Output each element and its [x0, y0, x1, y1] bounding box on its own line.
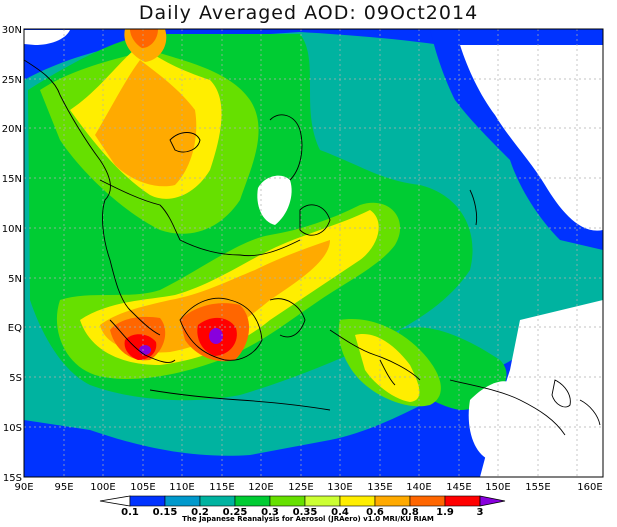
lat-label: 20N — [2, 124, 22, 135]
colorbar-tick-label: 0.1 — [121, 507, 139, 518]
credit-text: The Japanese Reanalysis for Aerosol (JRA… — [182, 515, 434, 523]
lon-label: 160E — [577, 482, 602, 493]
lon-label: 115E — [209, 482, 234, 493]
lat-label: 15N — [2, 174, 22, 185]
lat-label: 5N — [8, 274, 22, 285]
colorbar-swatch — [409, 495, 446, 507]
colorbar-tick-label: 0.4 — [331, 507, 349, 518]
colorbar-swatch — [444, 495, 481, 507]
lat-label: 10N — [2, 224, 22, 235]
map-title: Daily Averaged AOD: 09Oct2014 — [138, 2, 479, 24]
lon-label: 95E — [54, 482, 73, 493]
colorbar-swatch — [374, 495, 411, 507]
colorbar-tick-label: 0.35 — [293, 507, 318, 518]
lon-label: 120E — [248, 482, 273, 493]
colorbar-arrow-high — [479, 495, 506, 507]
colorbar-arrow-low — [99, 495, 131, 507]
lon-label: 135E — [367, 482, 392, 493]
longitude-labels: 90E 95E 100E 105E 110E 115E 120E 125E 13… — [14, 482, 602, 493]
lat-label: 5S — [9, 373, 22, 384]
latitude-labels: 30N 25N 20N 15N 10N 5N EQ 5S 10S 15S — [2, 25, 22, 484]
coastlines — [24, 59, 601, 436]
colorbar-swatch — [234, 495, 271, 507]
lon-label: 110E — [169, 482, 194, 493]
colorbar-swatch — [304, 495, 341, 507]
lon-label: 125E — [288, 482, 313, 493]
colorbar-tick-label: 0.2 — [191, 507, 209, 518]
lon-label: 90E — [14, 482, 33, 493]
colorbar-tick-label: 0.8 — [401, 507, 419, 518]
colorbar-swatch — [339, 495, 376, 507]
lon-label: 105E — [130, 482, 155, 493]
colorbar-swatch — [199, 495, 236, 507]
colorbar-swatch — [269, 495, 306, 507]
colorbar-swatch — [164, 495, 201, 507]
aod-field — [24, 29, 603, 477]
lat-label: 25N — [2, 75, 22, 86]
lat-label: 30N — [2, 25, 22, 36]
lat-label: EQ — [8, 323, 22, 334]
colorbar: 0.1 0.15 0.2 0.25 0.3 0.35 0.4 0.6 0.8 1.9 3 — [99, 495, 506, 518]
lon-label: 130E — [327, 482, 352, 493]
lon-label: 100E — [90, 482, 115, 493]
grid — [24, 29, 603, 477]
colorbar-tick-label: 0.25 — [223, 507, 248, 518]
colorbar-tick-label: 1.9 — [436, 507, 454, 518]
lon-label: 150E — [485, 482, 510, 493]
colorbar-tick-label: 0.6 — [366, 507, 384, 518]
lon-label: 140E — [406, 482, 431, 493]
colorbar-tick-label: 0.15 — [153, 507, 178, 518]
colorbar-tick-label: 3 — [477, 507, 484, 518]
lon-label: 155E — [525, 482, 550, 493]
lat-label: 15S — [3, 473, 22, 484]
lat-label: 10S — [3, 423, 22, 434]
colorbar-swatch — [129, 495, 166, 507]
colorbar-tick-label: 0.3 — [261, 507, 279, 518]
lon-label: 145E — [446, 482, 471, 493]
map-frame — [23, 28, 604, 478]
